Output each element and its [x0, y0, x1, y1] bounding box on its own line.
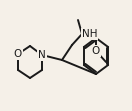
Text: N: N [38, 50, 46, 60]
Text: NH: NH [82, 29, 98, 39]
Text: O: O [14, 49, 22, 59]
Text: O: O [92, 46, 100, 56]
